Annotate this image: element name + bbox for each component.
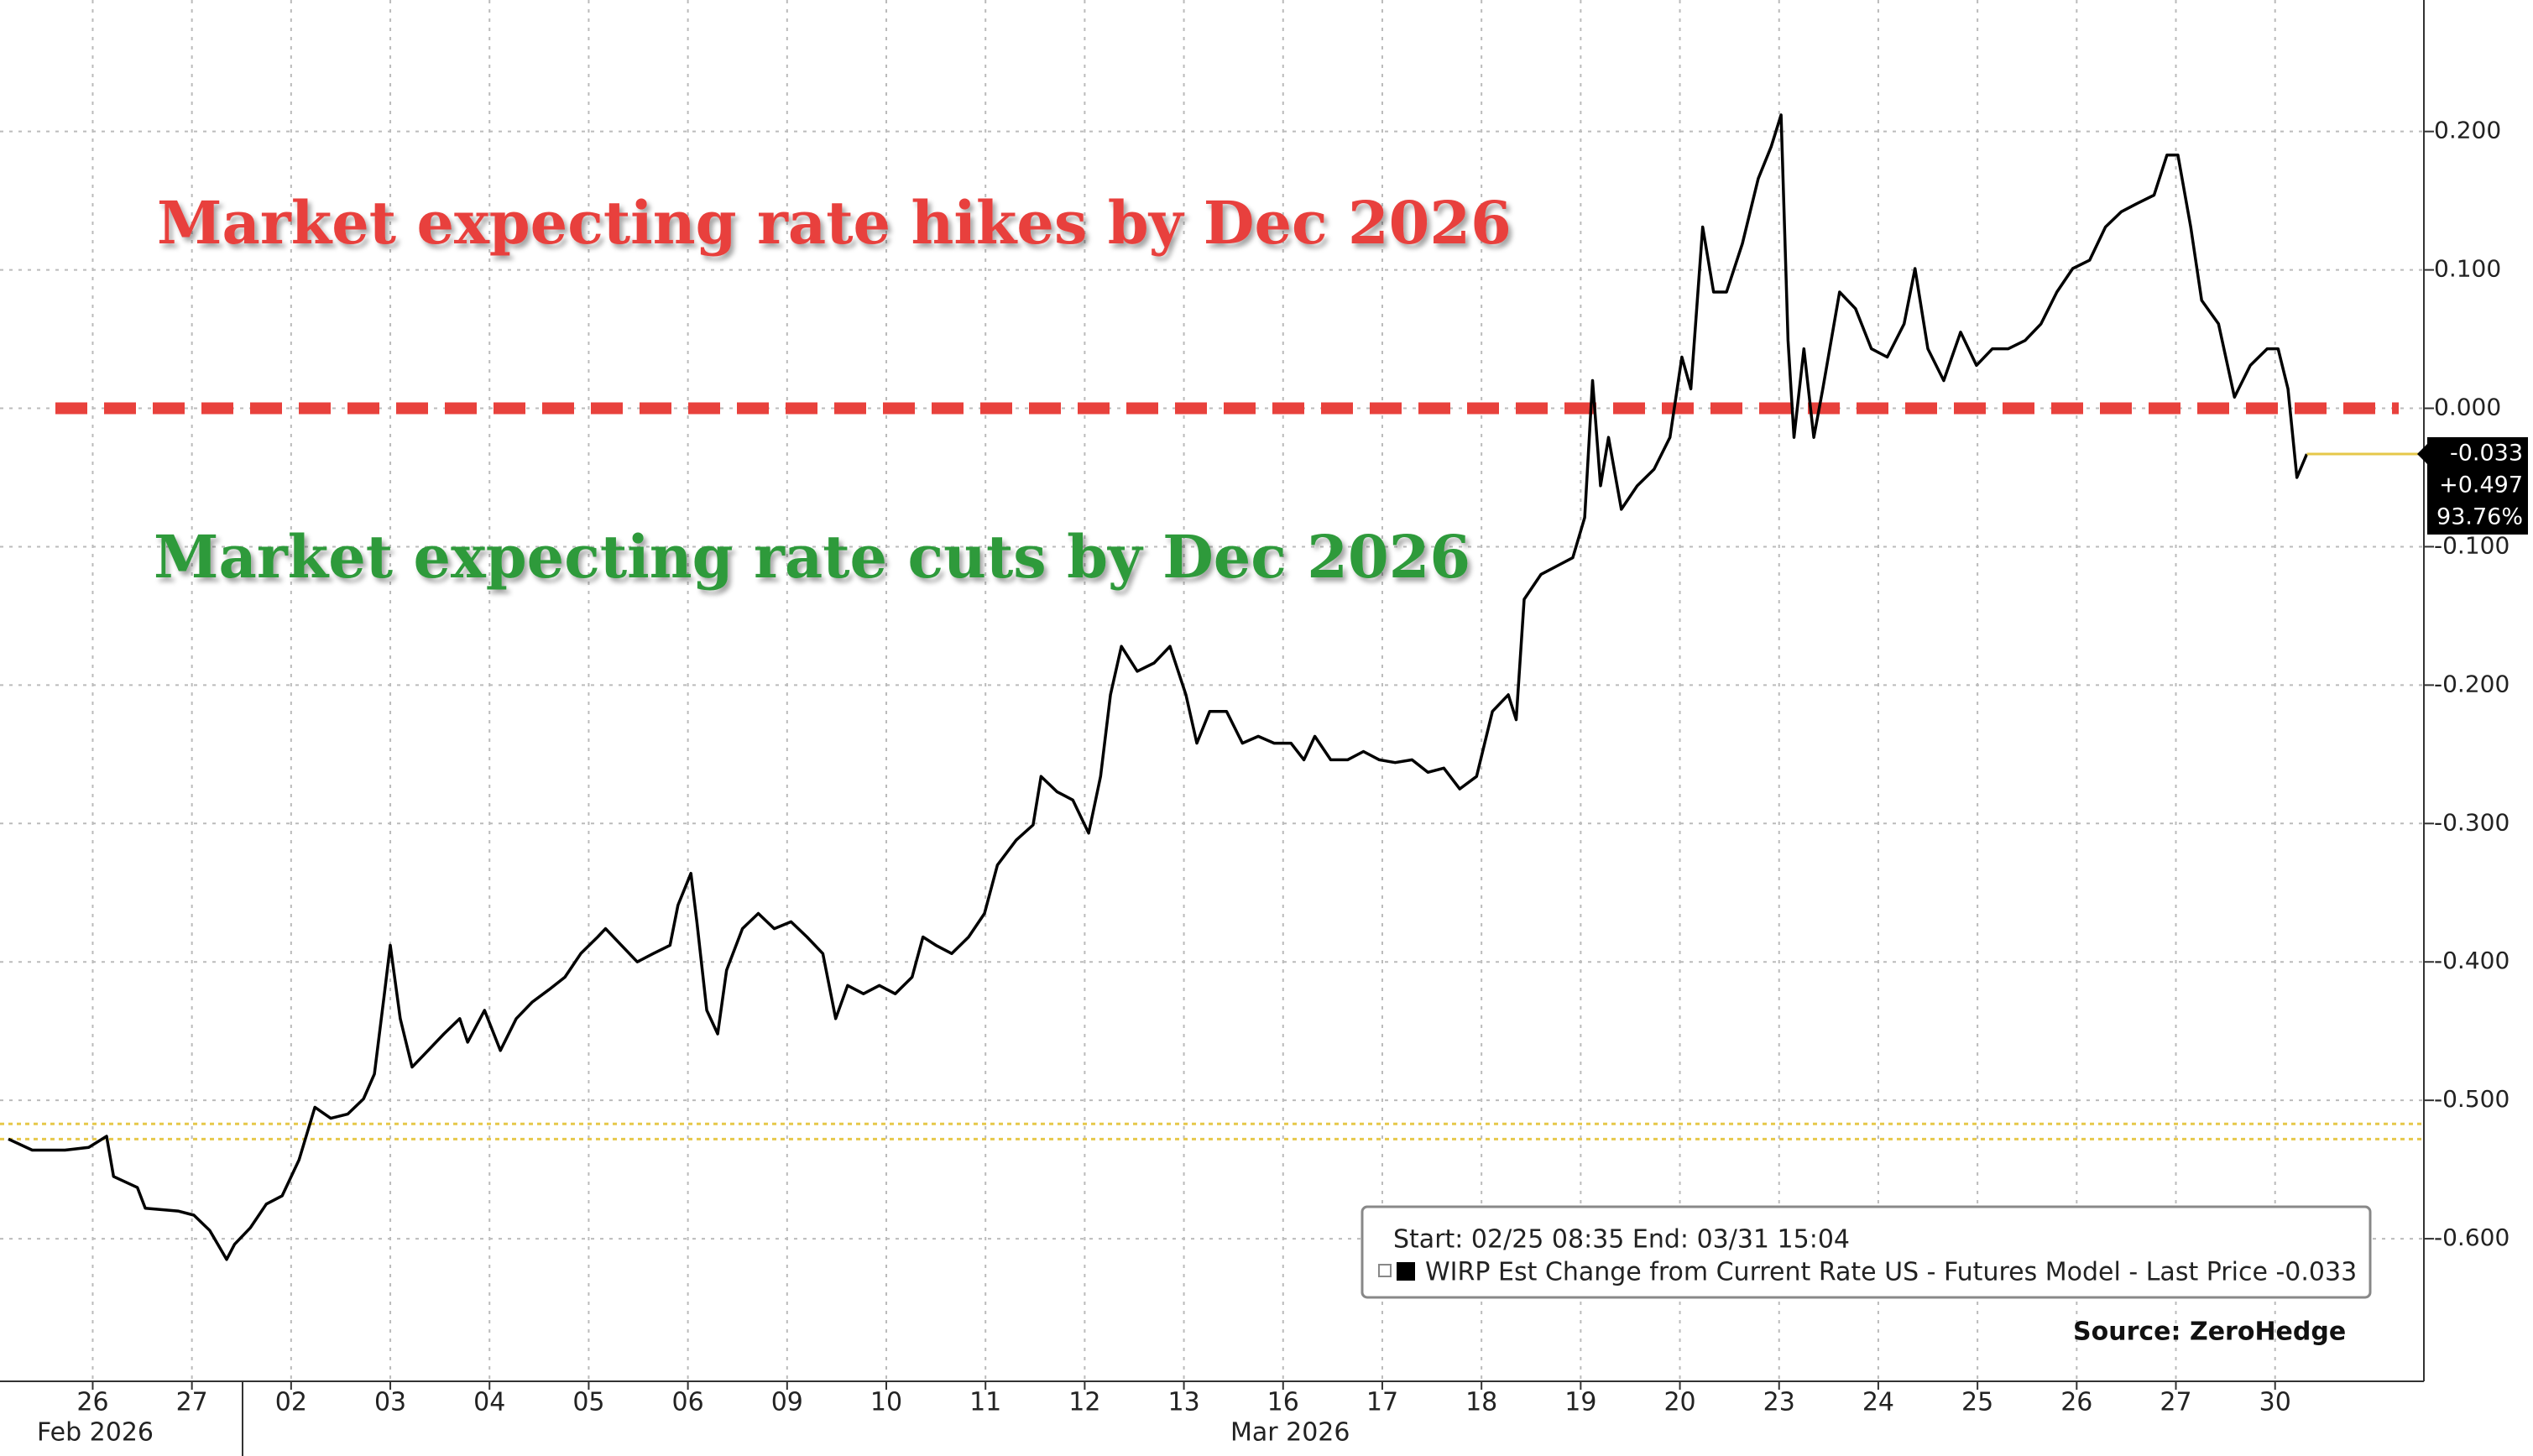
x-tick-label: 30 (2259, 1388, 2291, 1417)
x-tick-label: 04 (473, 1388, 505, 1417)
x-tick-label: 11 (969, 1388, 1001, 1417)
series-line (8, 113, 2309, 1261)
y-tick-label: -0.600 (2434, 1224, 2509, 1251)
legend-swatch (1397, 1262, 1415, 1281)
last-price-label: +0.497 (2439, 472, 2523, 498)
x-tick-label: 19 (1564, 1388, 1596, 1417)
x-tick-label: 10 (870, 1388, 902, 1417)
x-tick-label: 13 (1167, 1388, 1199, 1417)
x-tick-label: 24 (1862, 1388, 1894, 1417)
x-tick-label: 27 (2160, 1388, 2191, 1417)
y-tick-label: -0.100 (2434, 531, 2509, 559)
month-label: Feb 2026 (37, 1418, 154, 1448)
x-tick-label: 18 (1465, 1388, 1497, 1417)
legend: Start: 02/25 08:35 End: 03/31 15:04 WIRP… (1361, 1205, 2372, 1299)
x-tick-label: 26 (2060, 1388, 2092, 1417)
source: Source: ZeroHedge (2073, 1318, 2346, 1347)
x-tick-label: 25 (1961, 1388, 1993, 1417)
x-tick-label: 17 (1366, 1388, 1398, 1417)
y-tick-label: 0.200 (2434, 117, 2501, 144)
x-tick-label: 23 (1763, 1388, 1795, 1417)
x-tick-label: 09 (771, 1388, 803, 1417)
x-tick-label: 03 (374, 1388, 406, 1417)
annotation-hikes: Market expecting rate hikes by Dec 2026 (157, 188, 1512, 258)
x-tick-label: 02 (275, 1388, 307, 1417)
x-tick-label: 27 (176, 1388, 208, 1417)
x-tick-label: 06 (672, 1388, 704, 1417)
x-tick-label: 05 (572, 1388, 604, 1417)
legend-header: Start: 02/25 08:35 End: 03/31 15:04 (1393, 1225, 1850, 1255)
month-label: Mar 2026 (1230, 1418, 1350, 1448)
last-price-label: -0.033 (2450, 440, 2523, 466)
last-price-pointer (2417, 441, 2429, 466)
y-tick-label: -0.200 (2434, 670, 2509, 697)
x-tick-label: 12 (1068, 1388, 1100, 1417)
last-price-label: 93.76% (2436, 504, 2523, 530)
x-tick-label: 26 (76, 1388, 108, 1417)
legend-toggle (1378, 1264, 1392, 1277)
y-tick-label: -0.300 (2434, 808, 2509, 836)
y-tick-label: 0.100 (2434, 255, 2501, 283)
plot (8, 113, 2424, 1261)
legend-box (1361, 1205, 2372, 1299)
x-tick-label: 16 (1267, 1388, 1299, 1417)
y-tick-label: -0.400 (2434, 947, 2509, 974)
legend-label: WIRP Est Change from Current Rate US - F… (1425, 1258, 2357, 1287)
last-price-box: -0.033 +0.497 93.76% (2417, 436, 2528, 535)
x-tick-label: 20 (1663, 1388, 1695, 1417)
grid (0, 0, 2434, 1390)
y-tick-label: -0.500 (2434, 1085, 2509, 1113)
y-tick-label: 0.000 (2434, 394, 2501, 421)
annotation-cuts: Market expecting rate cuts by Dec 2026 (154, 522, 1470, 592)
last-price-bg (2427, 436, 2528, 535)
